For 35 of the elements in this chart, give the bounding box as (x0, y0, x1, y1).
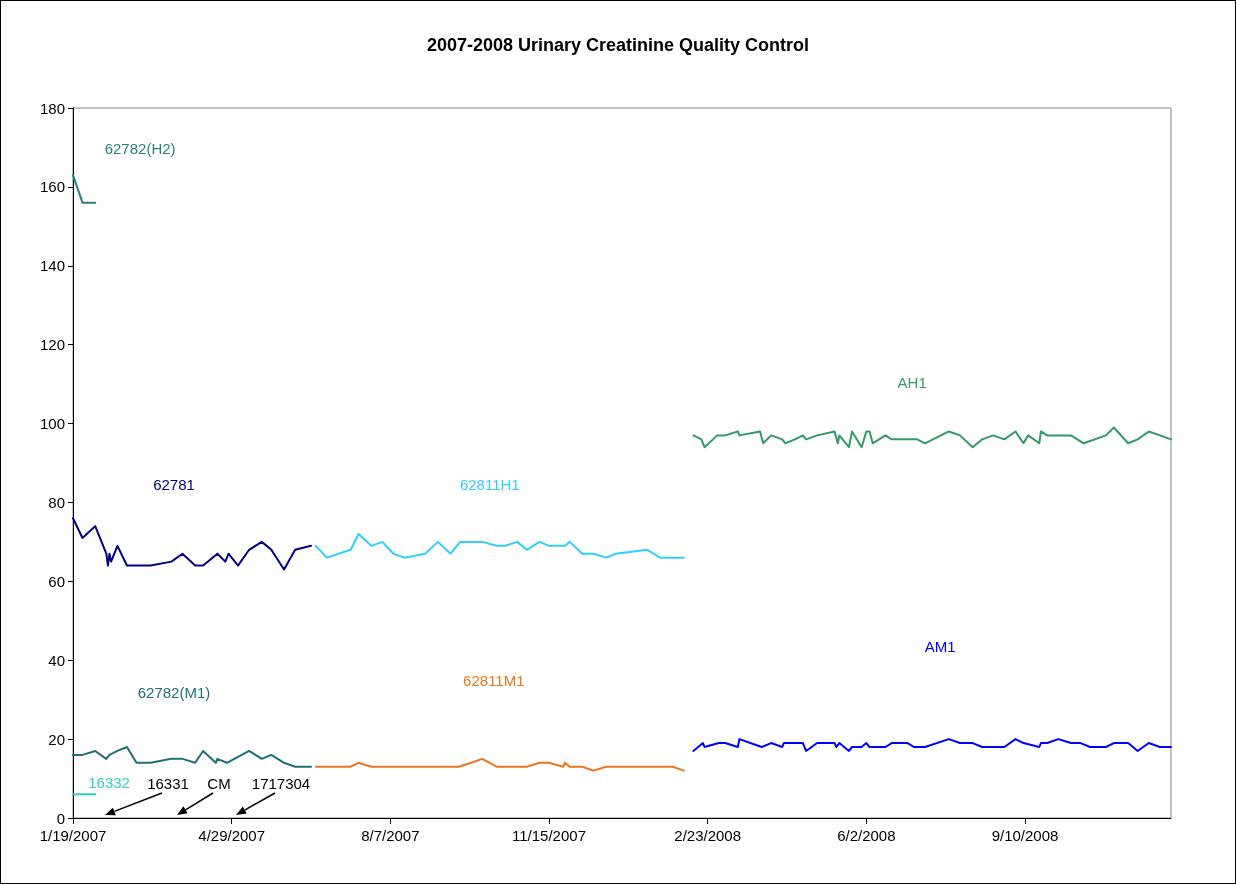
y-tick-label: 180 (39, 99, 65, 117)
line-series (692, 426, 1172, 449)
annotation: CM (207, 774, 231, 792)
text: 62781 (153, 475, 195, 493)
y-tick-label: 0 (56, 809, 65, 827)
y-tick-label: 80 (48, 493, 65, 511)
line-series (314, 757, 685, 772)
y-tick-label: 160 (39, 178, 65, 196)
text: AM1 (924, 637, 956, 655)
x-tick-label: 4/29/2007 (198, 827, 266, 844)
y-tick-label: 60 (48, 572, 65, 590)
text: 62782(H2) (104, 139, 176, 157)
y-tick-label: 40 (48, 651, 65, 669)
y-tick-label: 20 (48, 730, 65, 748)
text: AH1 (897, 374, 927, 391)
annotation: 1717304 (251, 774, 311, 792)
y-tick-label: 120 (39, 336, 65, 354)
x-tick-label: 11/15/2007 (512, 827, 586, 844)
chart-title: 2007-2008 Urinary Creatinine Quality Control (426, 35, 810, 55)
x-tick-label: 9/10/2008 (991, 827, 1059, 844)
line-series (692, 738, 1172, 752)
y-tick-label: 100 (39, 415, 65, 433)
x-tick-label: 1/19/2007 (39, 827, 107, 844)
annotation: 16331 (147, 774, 189, 792)
x-tick-label: 8/7/2007 (361, 827, 420, 844)
y-tick-label: 140 (39, 257, 65, 275)
text: 62811H1 (459, 475, 520, 493)
line-series (72, 517, 313, 571)
series-label: 16332 (88, 773, 130, 791)
x-tick-label: 2/23/2008 (674, 827, 742, 844)
line-series (72, 746, 313, 768)
text: 62811M1 (463, 672, 525, 690)
x-tick-label: 6/2/2008 (837, 827, 896, 844)
text: 62782(M1) (137, 683, 211, 701)
line-series (314, 533, 685, 559)
